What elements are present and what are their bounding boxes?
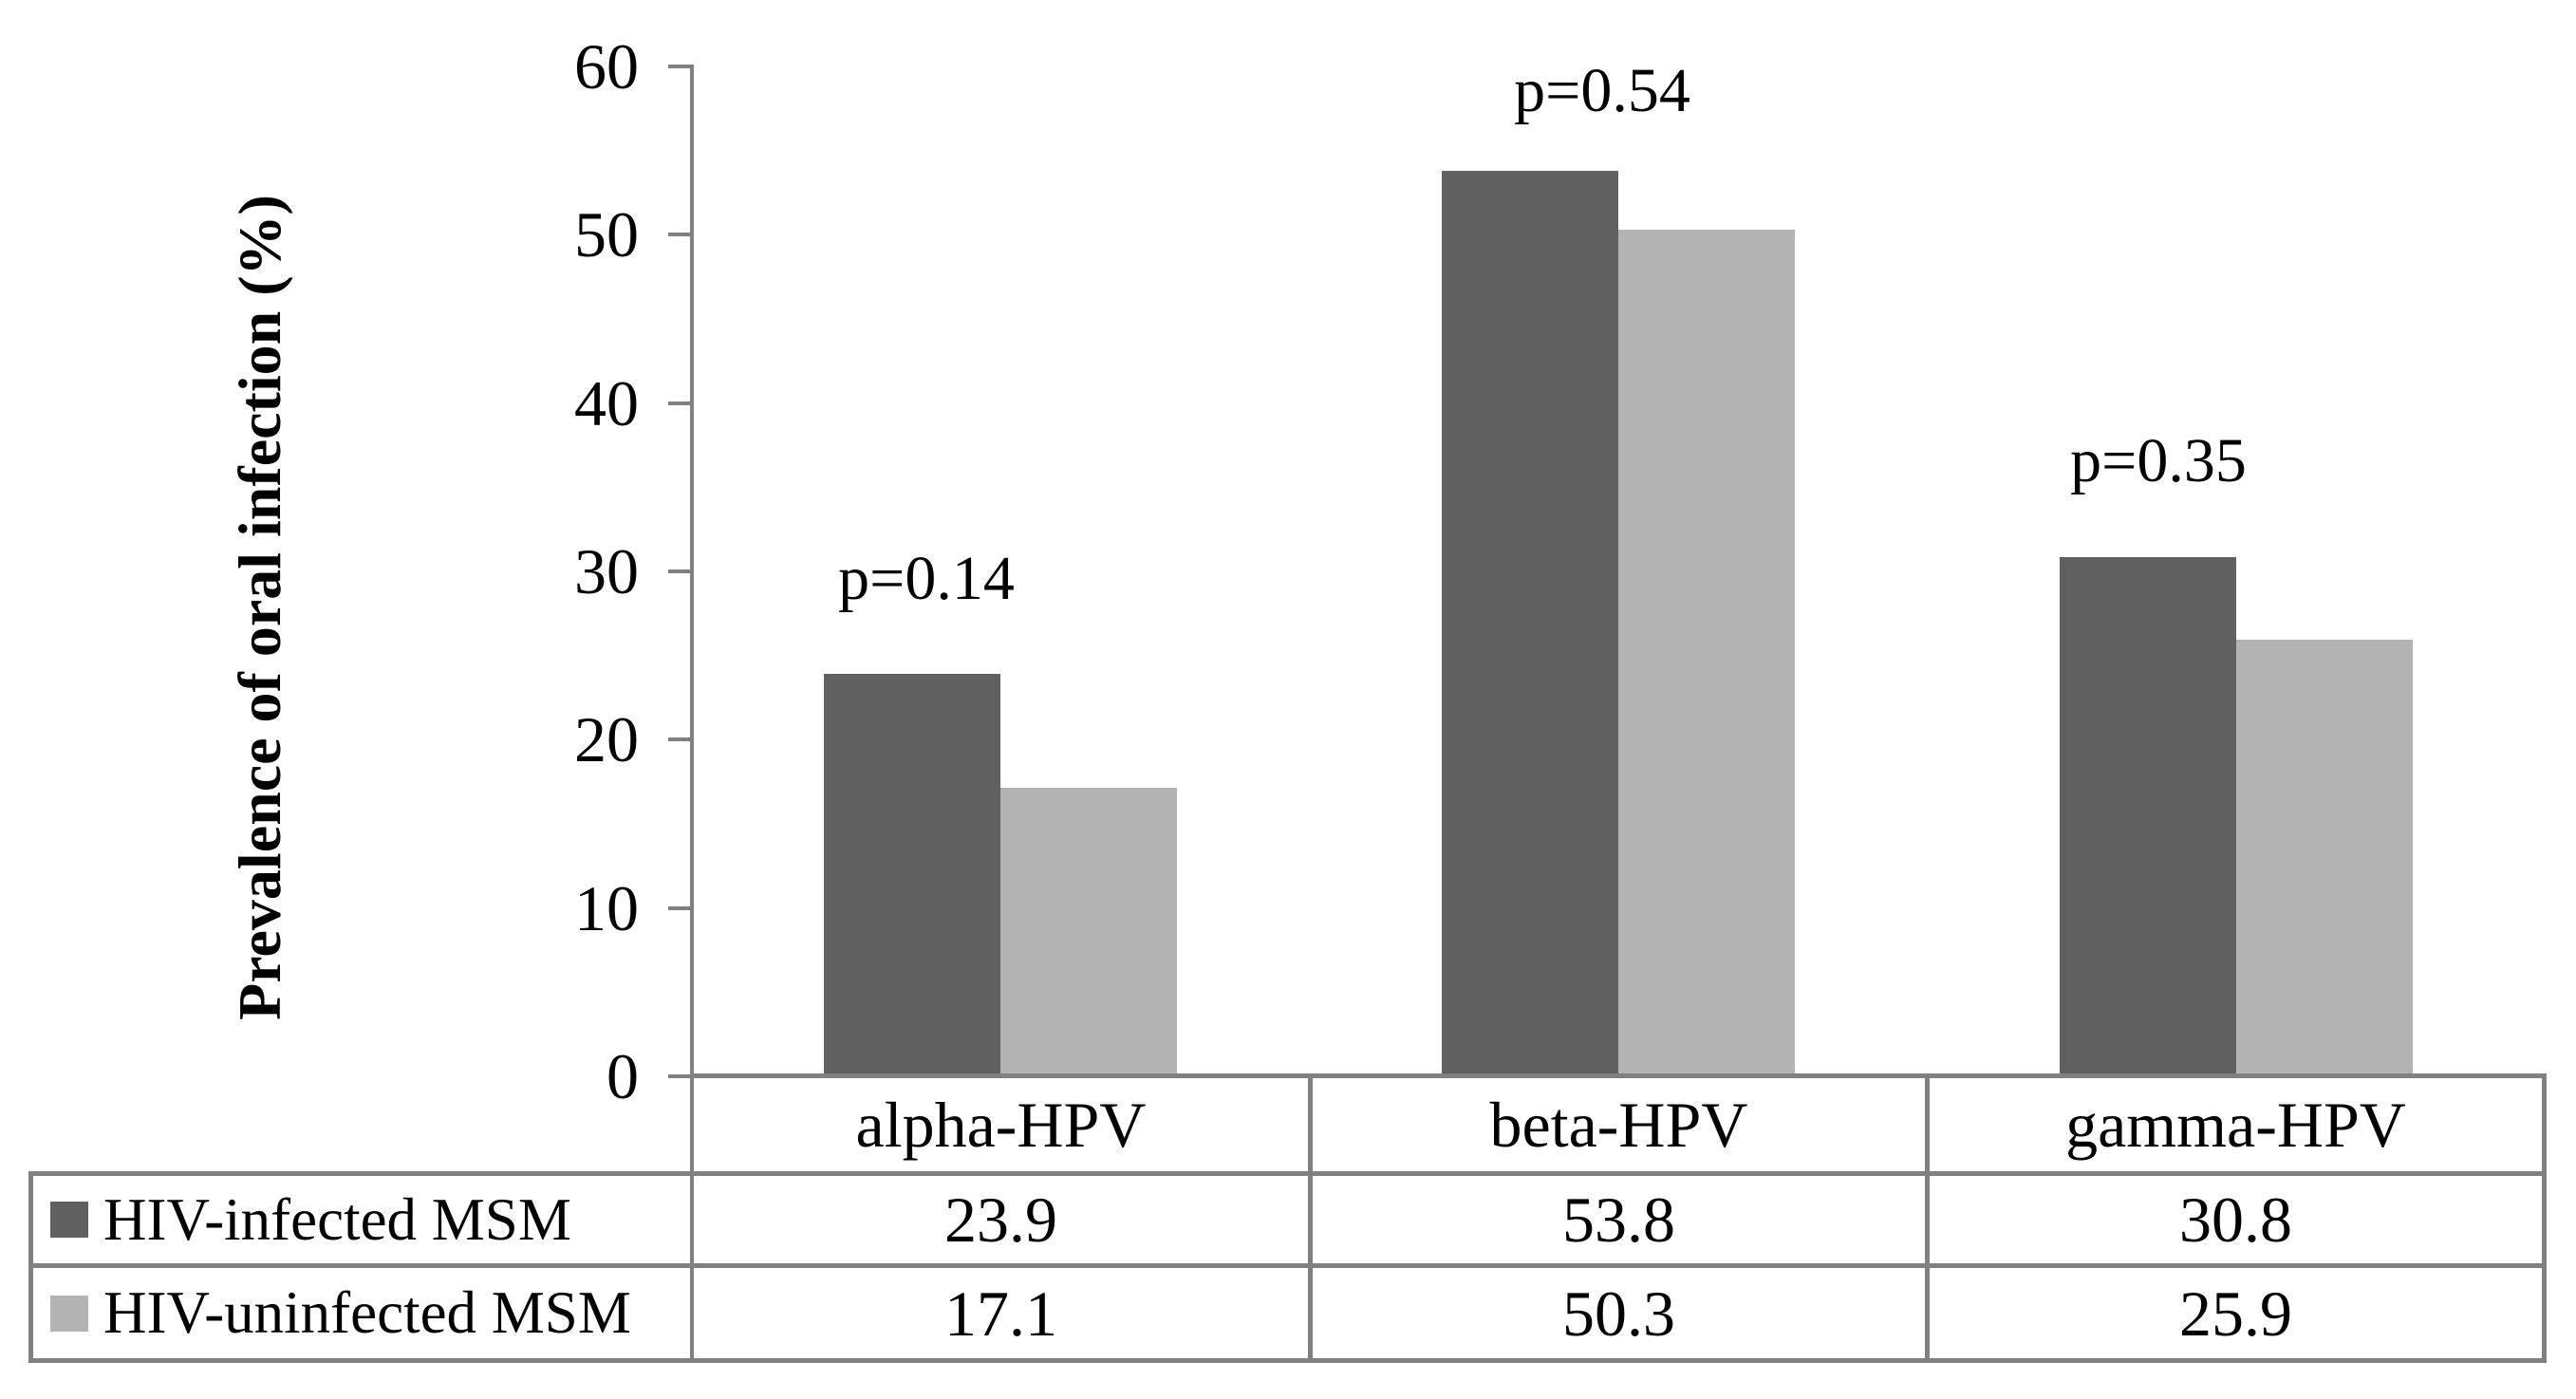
- table-border-vertical: [2542, 1073, 2547, 1363]
- y-tick-mark: [668, 906, 690, 910]
- table-border-vertical: [28, 1171, 33, 1363]
- category-header-alpha: alpha-HPV: [855, 1089, 1147, 1161]
- p-value-gamma: p=0.35: [2070, 426, 2247, 495]
- y-tick-label-10: 10: [574, 872, 639, 944]
- category-header-beta: beta-HPV: [1489, 1089, 1748, 1161]
- y-tick-mark: [668, 65, 690, 68]
- y-tick-label-40: 40: [574, 367, 639, 439]
- legend-label-hiv-infected: HIV-infected MSM: [103, 1185, 571, 1253]
- p-value-beta: p=0.54: [1514, 56, 1690, 125]
- y-tick-label-20: 20: [574, 703, 639, 775]
- table-border-horizontal: [28, 1358, 2547, 1363]
- y-tick-mark: [668, 737, 690, 741]
- y-tick-label-0: 0: [607, 1040, 639, 1112]
- bar-hiv-infected-beta: [1442, 171, 1618, 1075]
- bar-hiv-uninfected-alpha: [1000, 788, 1177, 1075]
- bar-hiv-infected-alpha: [824, 674, 1000, 1075]
- cell-uninfected-alpha: 17.1: [944, 1277, 1057, 1350]
- cell-uninfected-beta: 50.3: [1562, 1277, 1675, 1350]
- legend-key-swatch-dark: [50, 1202, 88, 1238]
- p-value-alpha: p=0.14: [838, 544, 1015, 613]
- legend-item-hiv-infected: HIV-infected MSM: [33, 1176, 690, 1263]
- table-border-horizontal: [28, 1171, 2547, 1176]
- legend-item-hiv-uninfected: HIV-uninfected MSM: [33, 1268, 690, 1358]
- cell-infected-alpha: 23.9: [944, 1184, 1057, 1256]
- bar-hiv-uninfected-beta: [1618, 230, 1795, 1075]
- y-tick-mark: [668, 569, 690, 573]
- bar-hiv-infected-gamma: [2060, 557, 2236, 1075]
- y-axis-line: [690, 65, 694, 1363]
- y-tick-mark: [668, 233, 690, 236]
- y-tick-mark: [668, 1074, 690, 1078]
- plot-area: [824, 171, 2413, 1075]
- legend-key-swatch-light: [50, 1295, 88, 1332]
- category-header-gamma: gamma-HPV: [2065, 1089, 2406, 1161]
- table-border-vertical: [1308, 1073, 1313, 1363]
- cell-infected-gamma: 30.8: [2179, 1184, 2292, 1256]
- y-tick-label-30: 30: [574, 535, 639, 607]
- y-tick-mark: [668, 401, 690, 405]
- cell-infected-beta: 53.8: [1562, 1184, 1675, 1256]
- legend-label-hiv-uninfected: HIV-uninfected MSM: [103, 1279, 631, 1346]
- bar-hiv-uninfected-gamma: [2236, 640, 2413, 1075]
- cell-uninfected-gamma: 25.9: [2179, 1277, 2292, 1350]
- y-tick-label-60: 60: [574, 30, 639, 103]
- x-axis-line: [692, 1073, 2547, 1078]
- table-border-horizontal: [28, 1263, 2547, 1268]
- y-tick-label-50: 50: [574, 198, 639, 270]
- table-border-vertical: [1925, 1073, 1930, 1363]
